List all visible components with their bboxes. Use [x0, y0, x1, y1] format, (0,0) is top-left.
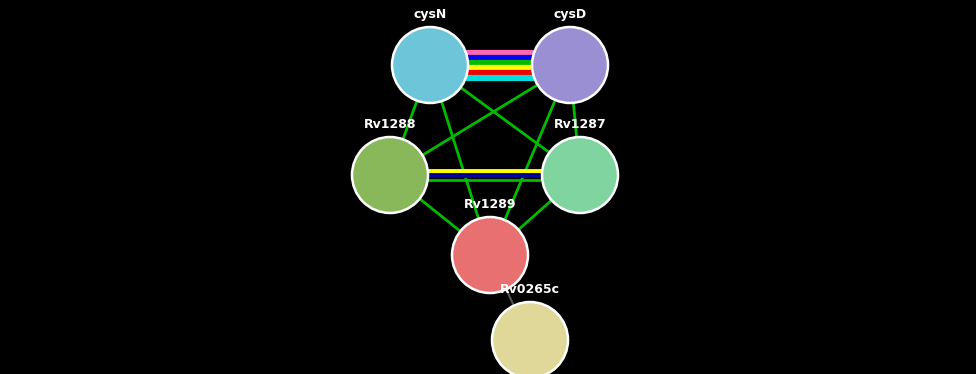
Text: Rv1288: Rv1288 — [364, 118, 416, 131]
Ellipse shape — [352, 137, 428, 213]
Ellipse shape — [542, 137, 618, 213]
Text: Rv1289: Rv1289 — [464, 198, 516, 211]
Text: cysN: cysN — [414, 8, 447, 21]
Ellipse shape — [532, 27, 608, 103]
Text: Rv1287: Rv1287 — [553, 118, 606, 131]
Text: Rv0265c: Rv0265c — [500, 283, 560, 296]
Ellipse shape — [392, 27, 468, 103]
Ellipse shape — [452, 217, 528, 293]
Ellipse shape — [492, 302, 568, 374]
Text: cysD: cysD — [553, 8, 587, 21]
